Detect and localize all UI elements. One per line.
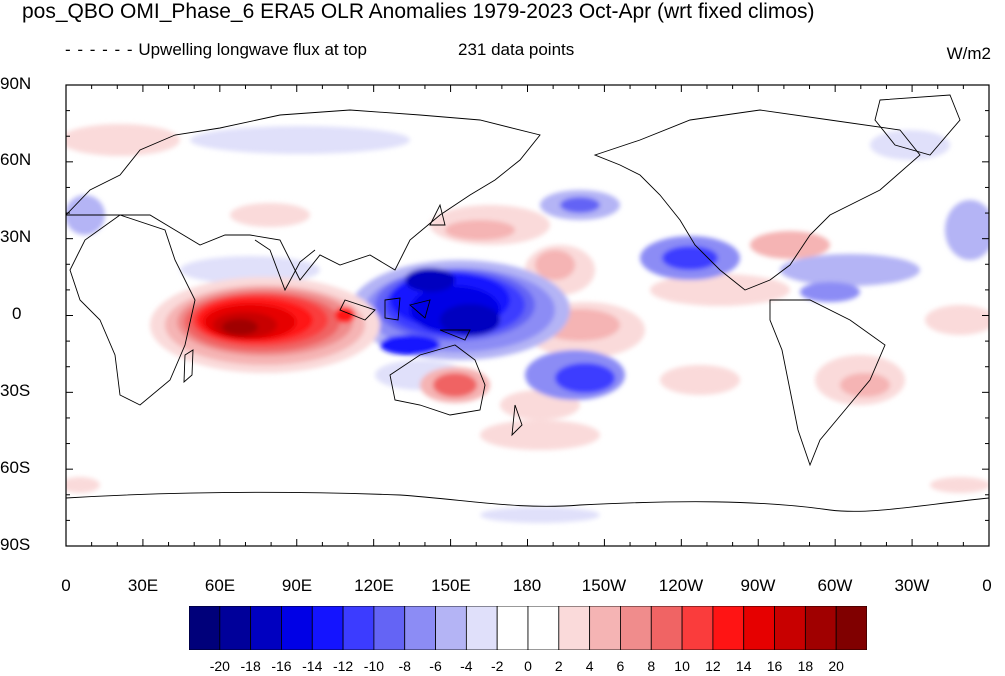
lon-label-30e: 30E xyxy=(127,576,159,595)
lon-label-60e: 60E xyxy=(204,576,236,595)
colorbar-swatch xyxy=(835,606,867,650)
colorbar-swatch xyxy=(281,606,313,650)
coastlines xyxy=(66,94,989,512)
colorbar-swatch xyxy=(219,606,252,650)
colorbar-swatch xyxy=(681,606,714,650)
colorbar-label: 14 xyxy=(735,658,752,674)
lon-label-60w: 60W xyxy=(817,576,853,595)
colorbar-swatch xyxy=(250,606,282,650)
axis-ticks xyxy=(65,84,990,547)
colorbar-label: -18 xyxy=(240,658,261,674)
lon-label-150e: 150E xyxy=(431,576,471,595)
colorbar-swatch xyxy=(496,606,529,650)
colorbar-swatch xyxy=(620,606,652,650)
map-plot xyxy=(65,84,990,547)
colorbar-swatch xyxy=(189,606,221,650)
colorbar-swatch xyxy=(712,606,745,650)
colorbar-label: 18 xyxy=(797,658,814,674)
colorbar-swatch xyxy=(435,606,467,650)
lat-label-90s: 90S xyxy=(0,535,31,554)
colorbar-label: -12 xyxy=(332,658,354,674)
colorbar-label: 12 xyxy=(705,658,721,674)
lat-label-eq: 0 xyxy=(12,304,22,323)
colorbar-swatch xyxy=(589,606,621,650)
colorbar-swatch xyxy=(650,606,683,650)
colorbar-label: 4 xyxy=(585,658,594,674)
colorbar-swatch xyxy=(465,606,498,650)
colorbar-swatch xyxy=(527,606,560,650)
lon-label-90e: 90E xyxy=(281,576,313,595)
lon-label-0-end: 0 xyxy=(982,576,992,595)
lon-label-90w: 90W xyxy=(740,576,776,595)
lat-label-90n: 90N xyxy=(0,74,32,93)
colorbar-label: 20 xyxy=(828,658,844,674)
units-label: W/m2 xyxy=(946,44,991,63)
lon-label-120w: 120W xyxy=(658,576,704,595)
colorbar-label: -2 xyxy=(490,658,504,674)
colorbar-label: 8 xyxy=(647,658,656,674)
colorbar xyxy=(189,606,867,650)
colorbar-swatch xyxy=(311,606,344,650)
colorbar-label: 6 xyxy=(616,658,625,674)
lat-label-60s: 60S xyxy=(0,458,31,477)
colorbar-label: 0 xyxy=(524,658,532,674)
colorbar-label: -14 xyxy=(302,658,323,674)
colorbar-label: -16 xyxy=(271,658,292,674)
data-points-count: 231 data points xyxy=(458,40,575,59)
colorbar-label: -8 xyxy=(398,658,411,674)
variable-description-text: Upwelling longwave flux at top xyxy=(138,40,368,59)
lon-label-30w: 30W xyxy=(894,576,930,595)
lat-label-30n: 30N xyxy=(0,227,32,246)
colorbar-swatch xyxy=(804,606,837,650)
lon-label-150w: 150W xyxy=(581,576,627,595)
lon-label-0: 0 xyxy=(61,576,71,595)
lon-label-120e: 120E xyxy=(354,576,394,595)
colorbar-label: -10 xyxy=(363,658,385,674)
colorbar-swatch xyxy=(404,606,436,650)
colorbar-label: -6 xyxy=(429,658,442,674)
colorbar-swatch xyxy=(342,606,375,650)
colorbar-label: 10 xyxy=(674,658,690,674)
anomaly-field xyxy=(66,85,989,546)
lat-label-30s: 30S xyxy=(0,381,31,400)
colorbar-label: 16 xyxy=(766,658,783,674)
colorbar-swatch xyxy=(373,606,406,650)
lon-label-180: 180 xyxy=(512,576,542,595)
colorbar-label: -20 xyxy=(209,658,230,674)
map-title: pos_QBO OMI_Phase_6 ERA5 OLR Anomalies 1… xyxy=(22,0,815,23)
colorbar-swatch xyxy=(774,606,806,650)
variable-description: - - - - - - Upwelling longwave flux at t… xyxy=(65,40,367,60)
colorbar-label: -4 xyxy=(460,658,473,674)
colorbar-swatch xyxy=(558,606,591,650)
colorbar-swatch xyxy=(743,606,775,650)
colorbar-label: 2 xyxy=(554,658,563,674)
dashed-line-icon: - - - - - - xyxy=(65,40,134,59)
lat-label-60n: 60N xyxy=(0,150,32,169)
